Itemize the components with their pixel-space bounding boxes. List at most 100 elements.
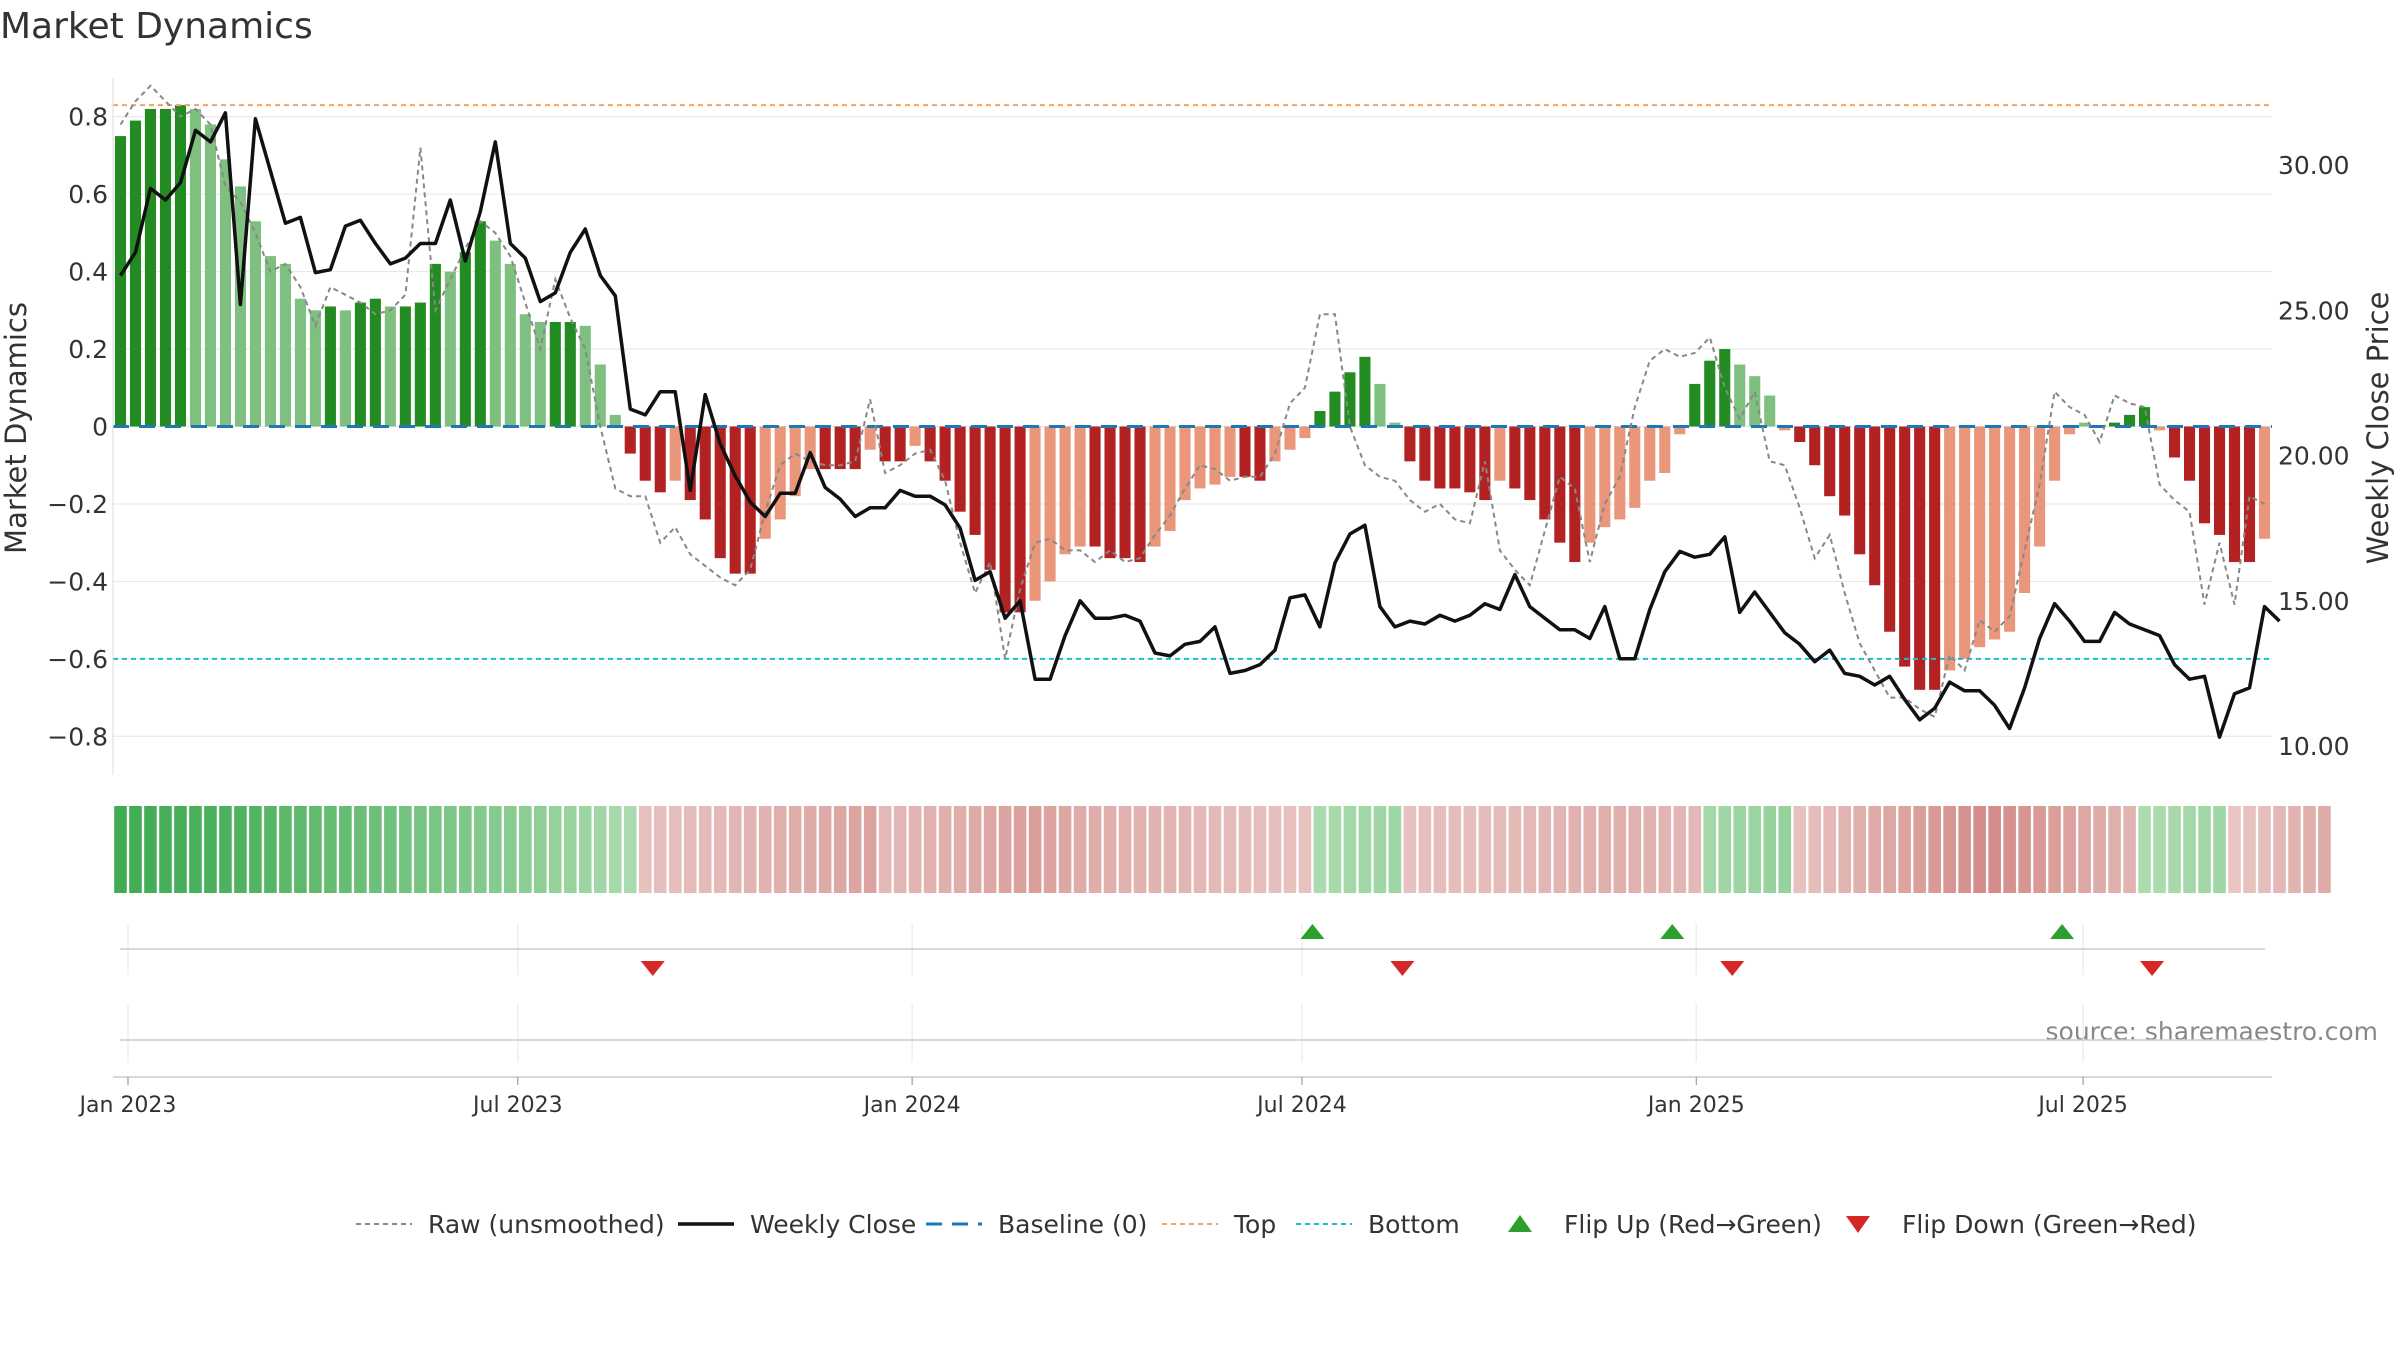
raw-line <box>119 84 2265 719</box>
color-strip-cell <box>578 806 592 893</box>
dynamics-bar <box>1629 426 1641 508</box>
legend-label: Flip Up (Red→Green) <box>1564 1210 1822 1239</box>
dynamics-bar <box>2049 426 2061 481</box>
color-strip-cell <box>1223 806 1237 893</box>
dynamics-bar <box>1974 426 1986 648</box>
y-left-tick-label: −0.2 <box>47 490 108 519</box>
color-strip-cell <box>818 806 832 893</box>
legend-label: Bottom <box>1368 1210 1460 1239</box>
dynamics-bar <box>939 426 951 481</box>
color-strip-cell <box>189 806 202 893</box>
color-strip-cell <box>2318 806 2331 893</box>
dynamics-bar <box>2079 422 2091 427</box>
dynamics-bar <box>1194 426 1206 489</box>
dynamics-bar <box>789 426 801 497</box>
dynamics-bar <box>264 256 276 427</box>
dynamics-bar <box>1554 426 1566 543</box>
color-strip-cell <box>1193 806 1207 893</box>
color-strip-cell <box>2243 806 2256 893</box>
flip-up-marker <box>1660 924 1685 939</box>
legend-label: Raw (unsmoothed) <box>428 1210 665 1239</box>
dynamics-bar <box>1824 426 1836 497</box>
color-strip-panel <box>114 806 2331 893</box>
dynamics-bar <box>699 426 711 520</box>
color-strip-cell <box>1763 806 1777 893</box>
dynamics-bar <box>759 426 771 539</box>
x-tick-label: Jan 2024 <box>862 1093 961 1118</box>
dynamics-bar <box>399 306 411 427</box>
dynamics-bar <box>1299 426 1311 439</box>
dynamics-bar <box>2243 426 2256 563</box>
dynamics-bar <box>1119 426 1131 559</box>
color-strip-cell <box>399 806 412 893</box>
color-strip-cell <box>1448 806 1462 893</box>
color-strip-cell <box>1058 806 1072 893</box>
color-strip-cell <box>354 806 367 893</box>
color-strip-cell <box>534 806 547 893</box>
dynamics-bar <box>1809 426 1821 466</box>
color-strip-cell <box>2108 806 2121 893</box>
color-strip-cell <box>1208 806 1222 893</box>
legend: Raw (unsmoothed) Weekly Close Baseline (0)… <box>356 1210 2197 1239</box>
legend-swatch <box>1846 1216 1870 1233</box>
color-strip-cell <box>2123 806 2136 893</box>
y-left-tick-label: 0.4 <box>68 258 108 287</box>
dynamics-bar <box>909 426 921 446</box>
dynamics-bar <box>444 271 456 427</box>
dynamics-bar <box>1404 426 1416 462</box>
dynamics-bar <box>1449 426 1461 489</box>
flip-down-marker <box>640 961 665 976</box>
dynamics-bar <box>1959 426 1971 659</box>
color-strip-cell <box>1403 806 1417 893</box>
dynamics-bar <box>1869 426 1881 586</box>
dynamics-bar <box>1539 426 1551 520</box>
color-strip-cell <box>1523 806 1537 893</box>
color-strip-cell <box>444 806 457 893</box>
dynamics-bar <box>1494 426 1506 481</box>
dynamics-bar <box>1614 426 1626 520</box>
dynamics-bar <box>1359 356 1371 427</box>
color-strip-cell <box>264 806 277 893</box>
dynamics-bar <box>714 426 726 559</box>
dynamics-bar <box>279 263 291 427</box>
color-strip-cell <box>1178 806 1192 893</box>
dynamics-bar <box>1914 426 1926 690</box>
color-strip-cell <box>2213 806 2226 893</box>
dynamics-bar <box>1674 426 1686 435</box>
color-strip-cell <box>414 806 427 893</box>
color-strip-cell <box>129 806 142 893</box>
color-strip-cell <box>623 806 637 893</box>
color-strip-cell <box>728 806 742 893</box>
y-left-tick-label: −0.6 <box>47 645 108 674</box>
color-strip-cell <box>2198 806 2211 893</box>
color-strip-cell <box>1703 806 1717 893</box>
dynamics-bar <box>1149 426 1161 547</box>
color-strip-cell <box>2078 806 2091 893</box>
dynamics-bar <box>2139 407 2151 427</box>
x-tick-label: Jul 2024 <box>1255 1093 1347 1118</box>
y-axis-right-label: Weekly Close Price <box>2361 292 2395 565</box>
color-strip-cell <box>1673 806 1687 893</box>
color-strip-cell <box>384 806 397 893</box>
color-strip-cell <box>2003 806 2016 893</box>
y-left-tick-label: 0.2 <box>68 335 108 364</box>
dynamics-bar <box>1434 426 1446 489</box>
color-strip-cell <box>1658 806 1672 893</box>
dynamics-bar <box>1509 426 1521 489</box>
color-strip-cell <box>1493 806 1507 893</box>
color-strip-cell <box>2303 806 2316 893</box>
dynamics-bar <box>834 426 846 470</box>
reference-lines <box>113 84 2281 739</box>
dynamics-bar <box>969 426 981 535</box>
color-strip-cell <box>1508 806 1522 893</box>
color-strip-cell <box>1733 806 1747 893</box>
color-strip-cell <box>1793 806 1807 893</box>
y-right-tick-label: 30.00 <box>2278 151 2350 180</box>
color-strip-cell <box>638 806 652 893</box>
dynamics-bar <box>1389 422 1401 427</box>
dynamics-bar <box>1839 426 1851 516</box>
color-strip-cell <box>998 806 1012 893</box>
color-strip-cell <box>548 806 562 893</box>
color-strip-cell <box>249 806 262 893</box>
